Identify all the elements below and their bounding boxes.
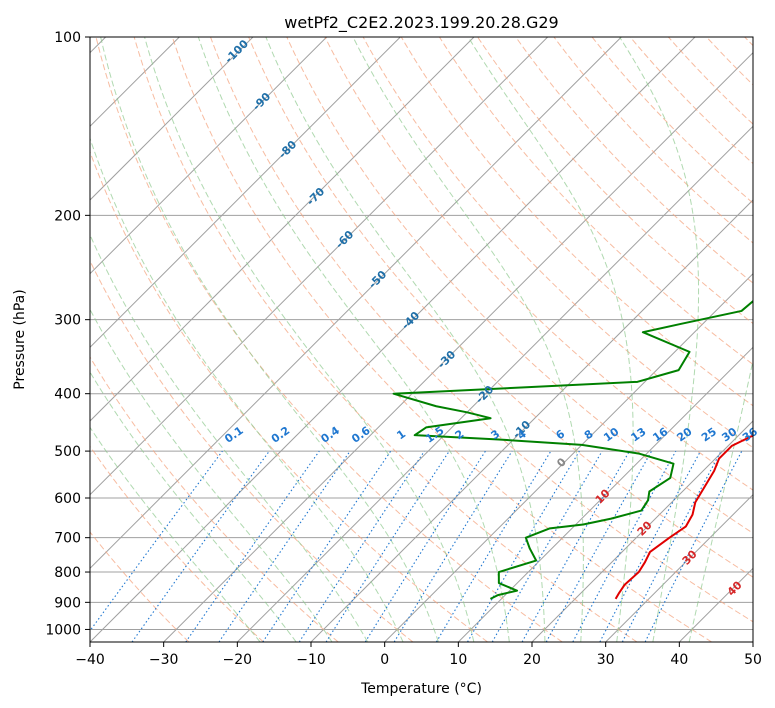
moist-adiabat-line bbox=[90, 136, 404, 642]
y-tick-label: 400 bbox=[54, 387, 81, 403]
x-tick-label: 50 bbox=[744, 652, 762, 668]
dry-adiabat-line bbox=[400, 37, 753, 407]
plot-frame bbox=[89, 36, 754, 643]
chart-title: wetPf2_C2E2.2023.199.20.28.G29 bbox=[284, 13, 558, 33]
dewpoint-profile-line bbox=[392, 299, 753, 600]
isotherm-line bbox=[163, 51, 753, 642]
mixing-ratio-line bbox=[572, 450, 677, 642]
mixing-ratio-line bbox=[262, 450, 392, 642]
dry-adiabat-line bbox=[133, 37, 638, 642]
isotherm-line bbox=[531, 420, 753, 642]
temperature-profile-line bbox=[614, 433, 753, 600]
dry-adiabat-line bbox=[90, 356, 339, 642]
dry-adiabat-line bbox=[362, 37, 753, 449]
moist-adiabat-line bbox=[90, 308, 333, 642]
x-axis-label: Temperature (°C) bbox=[360, 681, 482, 697]
y-tick-label: 700 bbox=[54, 531, 81, 547]
mixing-ratio-line bbox=[218, 450, 351, 642]
moist-adiabat-line bbox=[90, 371, 297, 642]
mixing-ratio-line bbox=[644, 450, 743, 642]
mixing-ratio-line bbox=[185, 450, 320, 642]
isotherm-line bbox=[90, 37, 475, 422]
isotherm-line bbox=[90, 37, 328, 275]
y-tick-label: 100 bbox=[54, 30, 81, 46]
plot-background bbox=[90, 37, 753, 642]
moist-adiabat-line bbox=[352, 37, 584, 642]
isotherm-line bbox=[236, 125, 753, 642]
mixing-ratio-line bbox=[521, 450, 630, 642]
x-tick-label: 30 bbox=[597, 652, 615, 668]
dry-adiabat-line bbox=[90, 259, 414, 642]
y-tick-label: 200 bbox=[54, 208, 81, 224]
y-axis-label: Pressure (hPa) bbox=[12, 289, 28, 389]
dry-adiabat-line bbox=[248, 37, 753, 578]
x-tick-label: −30 bbox=[149, 652, 179, 668]
mixing-ratio-line bbox=[545, 450, 653, 642]
isotherm-line bbox=[384, 272, 753, 642]
moist-adiabat-line bbox=[688, 358, 753, 642]
dry-adiabat-line bbox=[286, 37, 753, 534]
dry-adiabat-line bbox=[90, 150, 488, 642]
mixing-ratio-line bbox=[131, 450, 270, 642]
isotherm-line bbox=[90, 37, 254, 201]
moist-adiabat-line bbox=[467, 37, 634, 642]
y-tick-label: 1000 bbox=[45, 622, 81, 638]
x-tick-label: 10 bbox=[449, 652, 467, 668]
dry-adiabat-line bbox=[515, 37, 753, 284]
dry-adiabat-line bbox=[477, 37, 753, 325]
moist-adiabat-line bbox=[619, 37, 700, 642]
isotherm-line bbox=[457, 346, 753, 642]
dry-adiabat-line bbox=[90, 531, 190, 642]
mixing-ratio-line bbox=[90, 450, 223, 632]
isotherm-line bbox=[605, 493, 753, 642]
x-tick-label: 20 bbox=[523, 652, 541, 668]
x-tick-label: −10 bbox=[296, 652, 326, 668]
moist-adiabat-line bbox=[90, 233, 369, 642]
isotherm-line bbox=[90, 37, 622, 570]
x-tick-label: −20 bbox=[223, 652, 253, 668]
mixing-ratio-line bbox=[325, 450, 450, 642]
y-tick-label: 300 bbox=[54, 313, 81, 329]
isotherm-line bbox=[90, 37, 401, 349]
moist-adiabat-line bbox=[265, 37, 546, 642]
moist-adiabat-line bbox=[197, 37, 510, 642]
dry-adiabat-line bbox=[324, 37, 753, 491]
y-tick-label: 800 bbox=[54, 565, 81, 581]
isotherm-line bbox=[90, 37, 696, 642]
dry-adiabat-line bbox=[629, 37, 753, 165]
x-tick-label: 40 bbox=[670, 652, 688, 668]
isotherm-line bbox=[752, 641, 753, 642]
moist-adiabat-line bbox=[90, 426, 261, 642]
y-tick-label: 900 bbox=[54, 595, 81, 611]
dry-adiabat-line bbox=[210, 37, 753, 623]
y-tick-label: 500 bbox=[54, 444, 81, 460]
mixing-ratio-line bbox=[298, 450, 425, 642]
isotherm-line bbox=[90, 37, 549, 496]
dry-adiabat-line bbox=[591, 37, 753, 204]
mixing-ratio-line bbox=[393, 450, 513, 642]
x-tick-label: −40 bbox=[75, 652, 105, 668]
moist-adiabat-line bbox=[144, 37, 475, 642]
y-tick-label: 600 bbox=[54, 491, 81, 507]
dry-adiabat-line bbox=[439, 37, 753, 366]
x-tick-label: 0 bbox=[380, 652, 389, 668]
dry-adiabat-line bbox=[553, 37, 753, 244]
